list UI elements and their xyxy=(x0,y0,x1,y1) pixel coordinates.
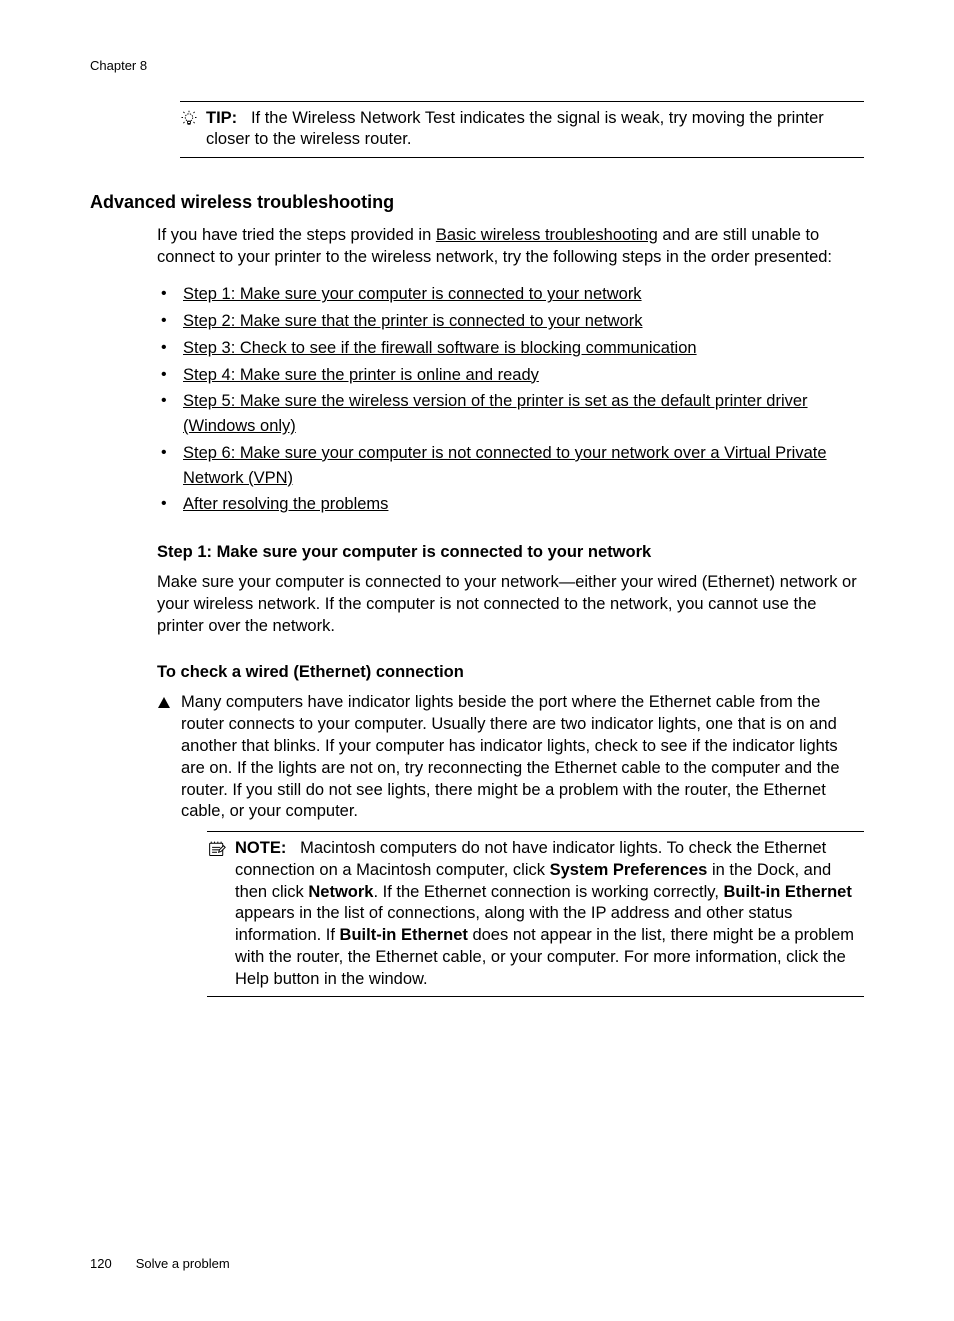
note-seg-3: . If the Ethernet connection is working … xyxy=(373,883,723,901)
step-link-6[interactable]: Step 6: Make sure your computer is not c… xyxy=(183,444,827,487)
note-bold-4: Built-in Ethernet xyxy=(340,926,468,944)
step-link-1[interactable]: Step 1: Make sure your computer is conne… xyxy=(183,285,642,303)
ethernet-heading: To check a wired (Ethernet) connection xyxy=(157,663,864,682)
lightbulb-icon xyxy=(180,110,198,133)
list-item: Step 4: Make sure the printer is online … xyxy=(157,363,864,388)
ethernet-para: Many computers have indicator lights bes… xyxy=(181,693,840,820)
step1-para: Make sure your computer is connected to … xyxy=(157,572,864,637)
tip-callout: TIP: If the Wireless Network Test indica… xyxy=(180,101,864,158)
step-link-4[interactable]: Step 4: Make sure the printer is online … xyxy=(183,366,539,384)
list-item: After resolving the problems xyxy=(157,492,864,517)
section-intro: If you have tried the steps provided in … xyxy=(157,225,864,269)
note-bold-1: System Preferences xyxy=(550,861,708,879)
page-number: 120 xyxy=(90,1256,112,1271)
tip-text: TIP: If the Wireless Network Test indica… xyxy=(206,108,864,151)
tip-label: TIP: xyxy=(206,109,237,127)
note-bold-2: Network xyxy=(308,883,373,901)
page-footer: 120 Solve a problem xyxy=(90,1256,230,1271)
note-bold-3: Built-in Ethernet xyxy=(724,883,852,901)
step-link-3[interactable]: Step 3: Check to see if the firewall sof… xyxy=(183,339,697,357)
note-callout: NOTE: Macintosh computers do not have in… xyxy=(207,831,864,997)
triangle-up-icon xyxy=(157,696,171,715)
footer-section-name: Solve a problem xyxy=(136,1256,230,1271)
list-item: Step 3: Check to see if the firewall sof… xyxy=(157,336,864,361)
list-item: Step 5: Make sure the wireless version o… xyxy=(157,389,864,439)
list-item: Step 6: Make sure your computer is not c… xyxy=(157,441,864,491)
note-icon xyxy=(207,840,227,865)
note-text: NOTE: Macintosh computers do not have in… xyxy=(235,838,864,990)
step-link-7[interactable]: After resolving the problems xyxy=(183,495,388,513)
ethernet-instruction: Many computers have indicator lights bes… xyxy=(157,692,864,997)
list-item: Step 1: Make sure your computer is conne… xyxy=(157,282,864,307)
basic-troubleshooting-link[interactable]: Basic wireless troubleshooting xyxy=(436,226,658,244)
section-heading: Advanced wireless troubleshooting xyxy=(90,192,864,213)
steps-list: Step 1: Make sure your computer is conne… xyxy=(157,282,864,517)
chapter-header: Chapter 8 xyxy=(90,58,864,73)
step-link-2[interactable]: Step 2: Make sure that the printer is co… xyxy=(183,312,643,330)
list-item: Step 2: Make sure that the printer is co… xyxy=(157,309,864,334)
tip-body: If the Wireless Network Test indicates t… xyxy=(206,109,824,148)
note-label: NOTE: xyxy=(235,839,286,857)
intro-text-before: If you have tried the steps provided in xyxy=(157,226,436,244)
step-link-5[interactable]: Step 5: Make sure the wireless version o… xyxy=(183,392,808,435)
step1-heading: Step 1: Make sure your computer is conne… xyxy=(157,543,864,562)
